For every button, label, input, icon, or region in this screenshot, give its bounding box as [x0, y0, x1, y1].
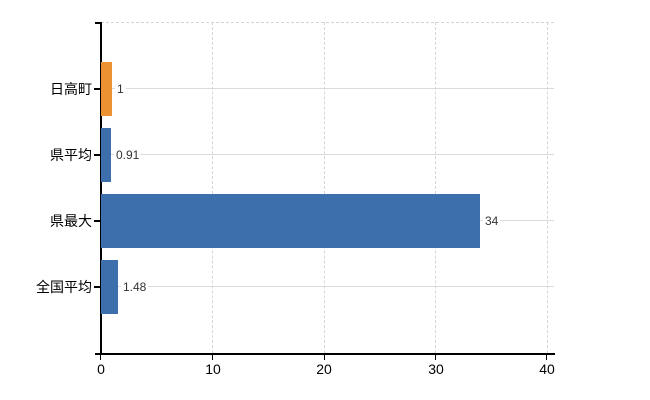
row-gridline — [112, 88, 554, 89]
y-tick — [94, 286, 100, 288]
x-tick — [546, 355, 547, 360]
bar — [101, 260, 118, 314]
x-axis-line — [95, 353, 555, 355]
category-label: 県最大 — [50, 213, 92, 229]
x-tick-label: 40 — [539, 361, 555, 377]
value-label: 1.48 — [121, 260, 149, 314]
plot-top-border — [101, 22, 554, 23]
v-gridline-30 — [435, 22, 436, 353]
x-tick-label: 30 — [428, 361, 444, 377]
v-gridline-10 — [212, 22, 213, 353]
value-label: 1 — [115, 62, 126, 116]
bar-row: 34 — [101, 194, 554, 248]
row-gridline — [111, 154, 554, 155]
x-tick-label: 10 — [205, 361, 221, 377]
x-tick — [212, 355, 213, 360]
x-tick — [100, 355, 101, 360]
y-tick — [94, 220, 100, 222]
v-gridline-20 — [324, 22, 325, 353]
bar — [101, 194, 480, 248]
x-tick — [435, 355, 436, 360]
row-gridline — [480, 220, 554, 221]
bar-row: 1 — [101, 62, 554, 116]
category-label: 日高町 — [50, 81, 92, 97]
value-label: 0.91 — [114, 128, 142, 182]
row-gridline — [118, 286, 554, 287]
y-tick — [94, 88, 100, 90]
v-gridline-40 — [547, 22, 548, 353]
bar-row: 1.48 — [101, 260, 554, 314]
x-tick-label: 0 — [97, 361, 105, 377]
bar — [101, 128, 111, 182]
y-tick — [94, 154, 100, 156]
x-tick-label: 20 — [316, 361, 332, 377]
bar — [101, 62, 112, 116]
x-tick — [324, 355, 325, 360]
value-label: 34 — [483, 194, 501, 248]
bar-row: 0.91 — [101, 128, 554, 182]
plot-area: 1 0.91 34 1.48 — [101, 22, 554, 353]
y-axis-top-tick — [95, 22, 101, 24]
category-label: 全国平均 — [36, 279, 92, 295]
category-label: 県平均 — [50, 147, 92, 163]
y-axis-line — [100, 22, 102, 354]
